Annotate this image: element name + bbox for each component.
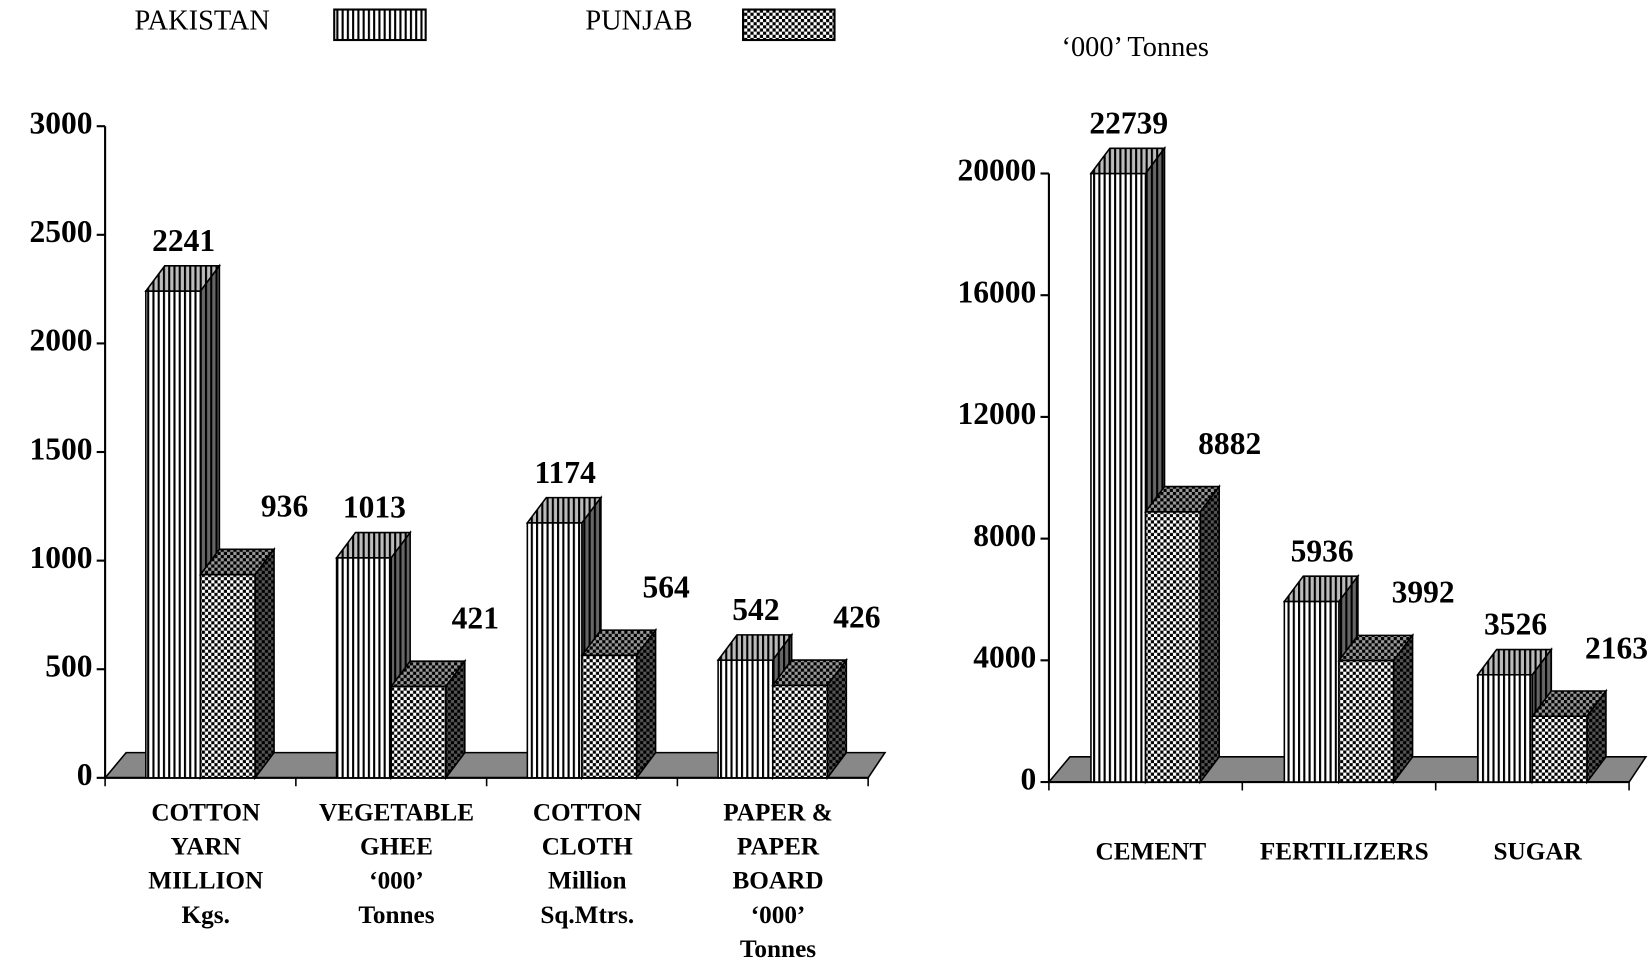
bar-front [771,684,829,779]
x-tick-label: PAPER [737,834,820,861]
bar-front [1144,510,1202,783]
x-tick-label: FERTILIZERS [1260,838,1429,865]
y-tick-label: 500 [45,648,92,683]
bar-side [1199,484,1220,785]
legend-label: PAKISTAN [135,6,270,37]
x-tick-label: Tonnes [358,902,434,929]
bar-side [826,657,848,781]
bar-front [1338,659,1395,783]
bar-front [1476,673,1534,783]
y-tick-label: 0 [1021,761,1037,796]
value-label: 421 [452,600,499,635]
value-label: 2163 [1585,630,1648,665]
x-tick-label: ‘000’ [751,902,806,929]
bar-side [254,546,275,781]
x-tick-label: PAPER & [723,799,832,826]
bar-front [145,290,202,779]
y-tick-label: 1000 [29,540,92,575]
value-label: 426 [833,599,880,634]
x-tick-label: Tonnes [740,936,816,963]
x-tick-label: Kgs. [182,902,230,929]
x-tick-label: BOARD [732,868,823,895]
legend-swatch [333,8,427,42]
x-tick-label: CEMENT [1096,838,1207,865]
y-tick-label: 4000 [973,640,1036,675]
x-tick-label: Million [548,868,626,895]
bar-front [1531,715,1588,783]
x-tick-label: SUGAR [1494,838,1583,865]
bar-side [635,627,657,781]
y-tick-label: 8000 [973,518,1036,553]
bar-front [335,557,393,779]
y-axis-label: ‘000’ Tonnes [1062,32,1209,63]
y-tick-label: 12000 [958,396,1037,431]
x-tick-label: VEGETABLE [319,799,474,826]
bar-front [526,522,583,779]
bar-side [445,658,466,781]
value-label: 5936 [1291,533,1354,568]
x-tick-label: COTTON [151,799,260,826]
x-tick-label: YARN [170,834,241,861]
legend-swatch [742,8,836,42]
y-tick-label: 3000 [29,105,92,140]
bar-side [1586,688,1607,785]
y-tick-label: 16000 [958,274,1037,309]
y-tick-label: 2000 [29,323,92,358]
legend-label: PUNJAB [585,6,692,37]
bar-front [390,685,447,779]
y-tick-label: 2500 [29,214,92,249]
bar-front [581,654,638,779]
x-tick-label: COTTON [533,799,642,826]
x-tick-label: MILLION [148,868,263,895]
value-label: 3526 [1484,607,1547,642]
bar-front [717,659,774,779]
bar-front [1090,172,1147,783]
bar-side [1392,632,1414,785]
value-label: 936 [261,489,308,524]
value-label: 542 [732,592,779,627]
value-label: 2241 [152,223,215,258]
bar-front [1283,600,1340,783]
value-label: 1174 [535,455,597,490]
y-tick-label: 20000 [958,153,1037,188]
x-tick-label: GHEE [360,834,433,861]
value-label: 8882 [1198,426,1261,461]
value-label: 22739 [1089,105,1168,140]
value-label: 564 [642,569,690,604]
value-label: 1013 [343,490,406,525]
y-tick-label: 0 [77,757,93,792]
y-tick-label: 1500 [29,431,92,466]
bar-front [199,573,256,779]
x-tick-label: ‘000’ [369,868,424,895]
value-label: 3992 [1392,575,1455,610]
x-tick-label: CLOTH [542,834,633,861]
x-tick-label: Sq.Mtrs. [540,902,634,929]
